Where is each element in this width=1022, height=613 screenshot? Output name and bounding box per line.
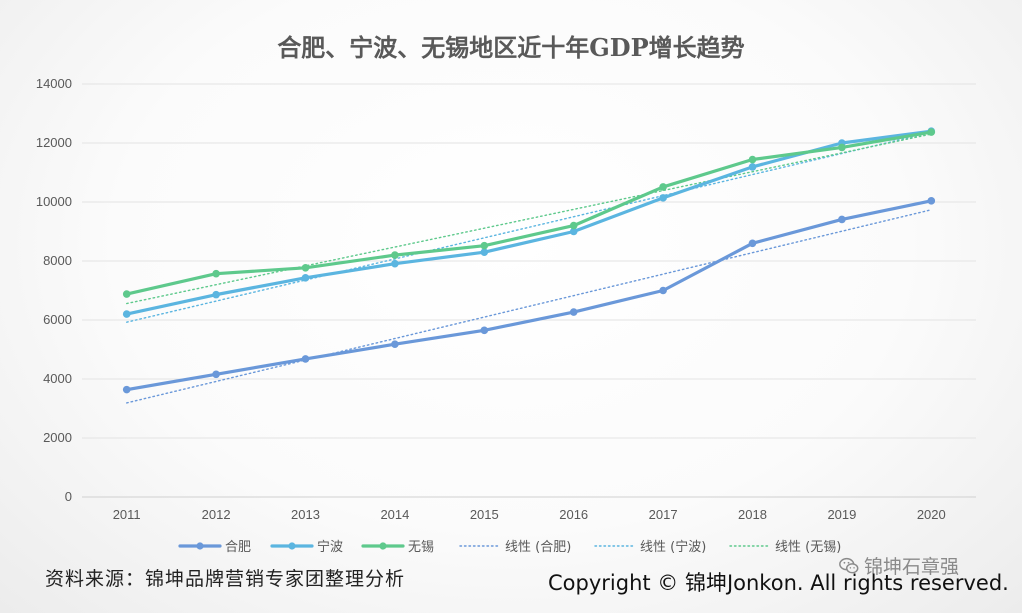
- legend-label: 线性 (无锡): [775, 540, 841, 555]
- data-point: [301, 274, 310, 282]
- data-point: [122, 385, 131, 394]
- data-point: [212, 290, 220, 299]
- y-tick-label: 14000: [36, 76, 72, 91]
- y-axis: 0 2000 4000 6000 8000 10000 12000 14000: [36, 76, 72, 504]
- x-tick-label: 2018: [738, 507, 767, 522]
- y-tick-label: 4000: [43, 371, 72, 386]
- data-point: [748, 163, 757, 171]
- watermark-text: 锦坤石章强: [864, 556, 960, 578]
- data-point: [748, 155, 757, 164]
- data-point: [391, 251, 399, 259]
- x-tick-label: 2017: [649, 507, 678, 522]
- x-tick-label: 2011: [113, 507, 141, 522]
- legend-marker: [196, 542, 204, 550]
- data-point: [122, 290, 131, 298]
- data-point: [659, 286, 667, 295]
- data-point: [480, 326, 489, 335]
- data-point: [391, 340, 399, 348]
- data-point: [569, 227, 578, 236]
- data-point: [838, 143, 846, 152]
- x-tick-label: 2020: [917, 507, 946, 522]
- y-tick-label: 10000: [36, 194, 72, 209]
- series-lines: [122, 127, 936, 394]
- watermark: 锦坤石章强: [838, 552, 959, 579]
- data-point: [748, 239, 757, 248]
- data-point: [480, 241, 489, 250]
- legend-label: 宁波: [317, 539, 343, 555]
- data-point: [569, 221, 578, 230]
- data-point: [569, 308, 578, 316]
- x-tick-label: 2015: [470, 507, 499, 522]
- series-line: [125, 129, 933, 316]
- data-point: [301, 263, 310, 272]
- x-tick-label: 2012: [202, 507, 231, 522]
- y-tick-label: 2000: [43, 430, 72, 445]
- source-note: 资料来源：锦坤品牌营销专家团整理分析: [45, 568, 406, 590]
- y-tick-label: 12000: [36, 135, 72, 150]
- chart-title: 合肥、宁波、无锡地区近十年GDP增长趋势: [277, 33, 744, 62]
- data-point: [927, 197, 936, 205]
- legend-marker: [379, 542, 387, 550]
- trendline: [125, 133, 932, 305]
- trendline: [125, 209, 932, 404]
- gridlines: [82, 83, 976, 498]
- wechat-icon: [839, 557, 859, 573]
- legend-label: 线性 (合肥): [505, 540, 571, 555]
- legend-label: 线性 (宁波): [640, 539, 706, 555]
- x-tick-label: 2019: [827, 507, 856, 522]
- data-point: [212, 269, 220, 278]
- data-point: [659, 183, 667, 191]
- data-point: [301, 355, 310, 363]
- copyright-note: Copyright © 锦坤Jonkon. All rights reserve…: [548, 571, 1009, 595]
- series-line: [125, 130, 933, 296]
- series-line: [125, 199, 933, 392]
- data-point: [927, 128, 936, 136]
- x-tick-label: 2016: [559, 507, 588, 522]
- data-point: [212, 370, 220, 379]
- y-tick-label: 8000: [43, 253, 72, 268]
- y-tick-label: 6000: [43, 312, 72, 327]
- x-tick-label: 2014: [380, 507, 409, 522]
- legend-label: 合肥: [225, 540, 251, 555]
- x-axis: 2011 2012 2013 2014 2015 2016 2017 2018 2019 2020: [113, 507, 946, 522]
- trendlines: [125, 131, 932, 404]
- data-point: [480, 248, 489, 256]
- data-point: [122, 310, 131, 318]
- legend-label: 无锡: [408, 540, 434, 555]
- data-point: [391, 259, 399, 268]
- trendline: [125, 131, 932, 323]
- legend-marker: [288, 542, 296, 550]
- x-tick-label: 2013: [291, 507, 320, 522]
- data-point: [659, 194, 667, 202]
- legend: 合肥 宁波 无锡 线性 (合肥) 线性 (宁波) 线性 (无锡): [178, 539, 841, 555]
- y-tick-label: 0: [65, 489, 72, 504]
- data-point: [838, 215, 846, 224]
